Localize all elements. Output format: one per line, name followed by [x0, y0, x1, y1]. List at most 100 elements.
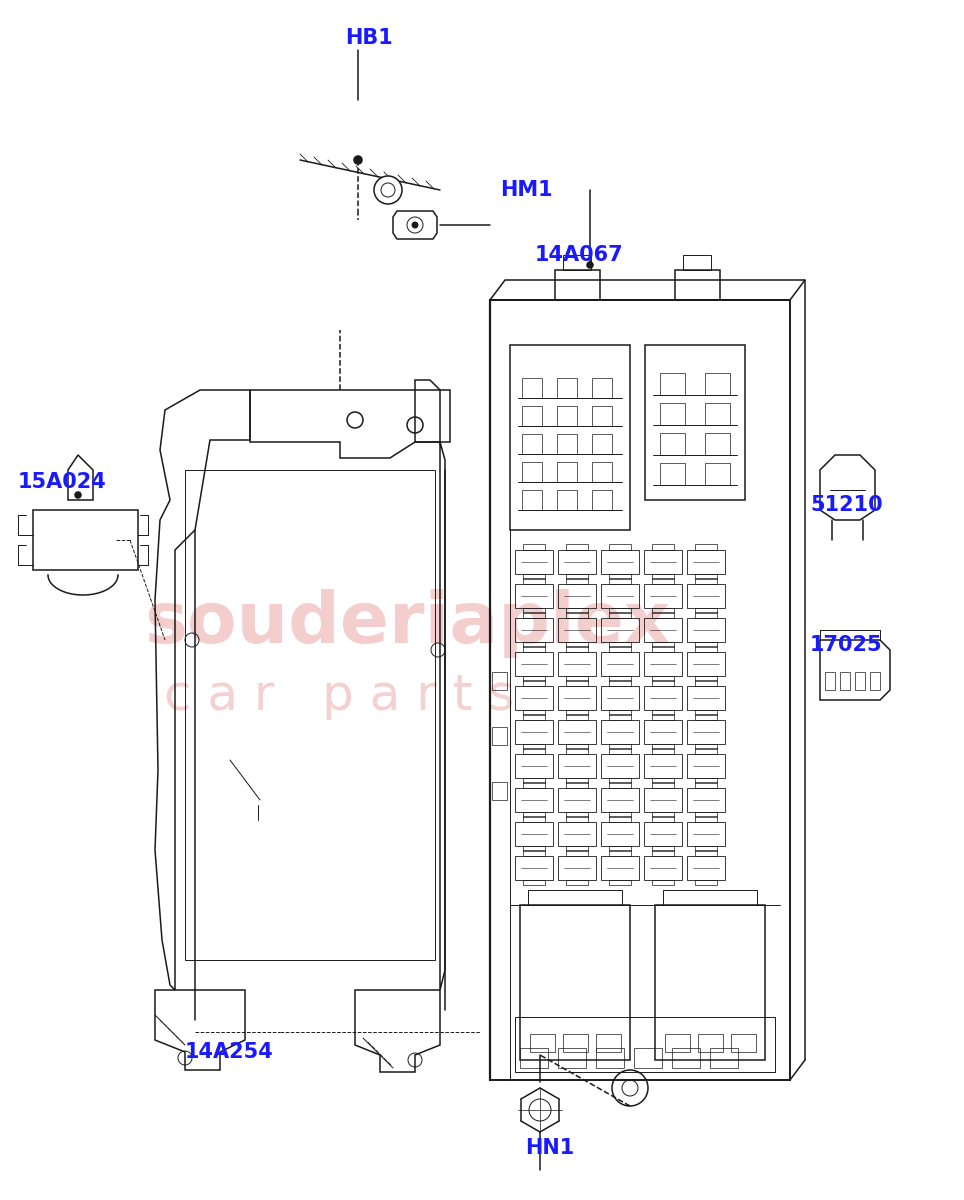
Bar	[601, 754, 639, 778]
Bar	[652, 812, 674, 817]
Bar	[609, 545, 631, 550]
Bar	[705, 373, 730, 395]
Bar	[492, 727, 507, 745]
Bar	[523, 608, 545, 613]
Bar	[515, 653, 553, 676]
Bar	[609, 646, 631, 653]
Bar	[672, 1048, 700, 1068]
Bar	[566, 646, 588, 653]
Bar	[592, 462, 612, 482]
Bar	[563, 254, 591, 270]
Circle shape	[354, 156, 362, 164]
Bar	[558, 720, 596, 744]
Bar	[558, 1048, 586, 1068]
Bar	[592, 378, 612, 398]
Bar	[566, 782, 588, 788]
Bar	[705, 433, 730, 455]
Bar	[695, 782, 717, 788]
Bar	[609, 880, 631, 886]
Bar	[558, 754, 596, 778]
Bar	[523, 646, 545, 653]
Bar	[687, 618, 725, 642]
Bar	[705, 403, 730, 425]
Bar	[695, 612, 717, 618]
Circle shape	[75, 492, 81, 498]
Bar	[523, 676, 545, 680]
Circle shape	[587, 262, 593, 268]
Bar	[644, 857, 682, 880]
Bar	[530, 1034, 555, 1052]
Bar	[652, 782, 674, 788]
Bar	[557, 490, 577, 510]
Bar	[609, 812, 631, 817]
Bar	[558, 857, 596, 880]
Bar	[520, 905, 630, 1060]
Bar	[523, 812, 545, 817]
Bar	[609, 846, 631, 851]
Bar	[566, 749, 588, 754]
Bar	[695, 680, 717, 686]
Bar	[515, 584, 553, 608]
Bar	[601, 653, 639, 676]
Bar	[515, 754, 553, 778]
Bar	[652, 680, 674, 686]
Bar	[523, 880, 545, 886]
Bar	[609, 850, 631, 857]
Bar	[652, 710, 674, 715]
Text: souderiaplex: souderiaplex	[145, 589, 671, 659]
Bar	[695, 850, 717, 857]
Bar	[523, 749, 545, 754]
Bar	[687, 788, 725, 812]
Bar	[695, 710, 717, 715]
Bar	[557, 434, 577, 454]
Bar	[652, 574, 674, 578]
Bar	[592, 434, 612, 454]
Bar	[515, 822, 553, 846]
Text: HM1: HM1	[500, 180, 552, 200]
Bar	[523, 710, 545, 715]
Bar	[609, 816, 631, 822]
Bar	[695, 714, 717, 720]
Bar	[652, 578, 674, 584]
Bar	[566, 608, 588, 613]
Bar	[609, 714, 631, 720]
Bar	[522, 406, 542, 426]
Bar	[652, 545, 674, 550]
Bar	[609, 744, 631, 749]
Bar	[523, 782, 545, 788]
Bar	[609, 642, 631, 647]
Bar	[663, 890, 757, 905]
Bar	[665, 1034, 690, 1052]
Bar	[558, 618, 596, 642]
Bar	[523, 846, 545, 851]
Bar	[515, 618, 553, 642]
Text: 14A067: 14A067	[535, 245, 624, 265]
Bar	[557, 406, 577, 426]
Bar	[596, 1034, 621, 1052]
Bar	[695, 749, 717, 754]
Bar	[609, 578, 631, 584]
Text: 14A254: 14A254	[185, 1042, 274, 1062]
Text: 51210: 51210	[810, 494, 883, 515]
Bar	[870, 672, 880, 690]
Bar	[695, 646, 717, 653]
Bar	[601, 720, 639, 744]
Bar	[566, 846, 588, 851]
Bar	[528, 890, 622, 905]
Bar	[601, 788, 639, 812]
Bar	[840, 672, 850, 690]
Bar	[652, 816, 674, 822]
Bar	[609, 749, 631, 754]
Bar	[644, 653, 682, 676]
Bar	[609, 778, 631, 782]
Bar	[566, 680, 588, 686]
Bar	[566, 710, 588, 715]
Bar	[558, 653, 596, 676]
Bar	[609, 710, 631, 715]
Bar	[695, 778, 717, 782]
Bar	[655, 905, 765, 1060]
Bar	[601, 550, 639, 574]
Text: 15A024: 15A024	[18, 472, 107, 492]
Bar	[687, 550, 725, 574]
Bar	[683, 254, 711, 270]
